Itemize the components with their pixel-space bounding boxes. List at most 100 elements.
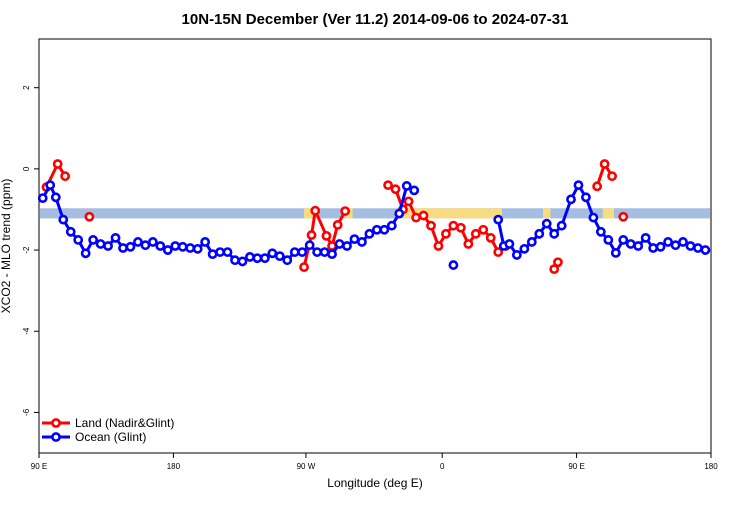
data-point bbox=[592, 181, 603, 192]
data-point bbox=[618, 235, 629, 245]
x-tick-label: 180 bbox=[167, 462, 181, 471]
data-point bbox=[534, 228, 545, 239]
data-point bbox=[633, 241, 644, 251]
data-point bbox=[207, 249, 218, 260]
data-point bbox=[297, 247, 308, 257]
data-point bbox=[312, 247, 323, 257]
band-fill bbox=[403, 208, 502, 219]
data-point bbox=[73, 235, 84, 245]
data-point bbox=[88, 235, 99, 245]
data-point bbox=[364, 228, 375, 239]
data-point bbox=[162, 245, 173, 255]
x-tick-label: 90 W bbox=[297, 462, 316, 471]
data-point bbox=[693, 243, 703, 253]
data-point bbox=[259, 253, 270, 264]
data-point bbox=[245, 252, 255, 262]
data-point bbox=[177, 241, 188, 252]
data-point bbox=[321, 230, 332, 241]
data-point bbox=[511, 250, 522, 260]
y-tick-label: 0 bbox=[22, 166, 31, 171]
data-point bbox=[648, 243, 659, 253]
data-point bbox=[401, 181, 412, 191]
data-point bbox=[299, 262, 309, 273]
data-point bbox=[663, 237, 673, 247]
data-point bbox=[610, 247, 621, 258]
data-point bbox=[304, 240, 315, 251]
legend-marker bbox=[51, 418, 61, 428]
y-tick-label: -6 bbox=[22, 408, 31, 416]
data-point bbox=[403, 196, 414, 207]
data-point bbox=[349, 234, 360, 244]
data-point bbox=[84, 211, 95, 222]
data-point bbox=[411, 212, 421, 223]
data-point bbox=[409, 185, 420, 196]
data-point bbox=[215, 247, 225, 257]
reference-band bbox=[40, 208, 710, 219]
data-point bbox=[670, 240, 681, 251]
data-point bbox=[306, 230, 317, 240]
data-point bbox=[319, 247, 330, 257]
data-point bbox=[541, 218, 552, 229]
data-point bbox=[478, 224, 489, 235]
data-point bbox=[170, 241, 181, 251]
legend-label: Land (Nadir&Glint) bbox=[75, 416, 174, 430]
data-point bbox=[80, 248, 91, 259]
data-point bbox=[200, 237, 211, 247]
chart-title: 10N-15N December (Ver 11.2) 2014-09-06 t… bbox=[182, 11, 569, 28]
data-point bbox=[140, 240, 151, 251]
data-point bbox=[394, 208, 405, 219]
data-point bbox=[340, 206, 351, 216]
data-point bbox=[125, 241, 136, 252]
data-point bbox=[603, 235, 614, 245]
x-tick-label: 180 bbox=[704, 462, 718, 471]
data-point bbox=[595, 226, 606, 237]
data-point bbox=[58, 214, 69, 225]
data-point bbox=[504, 239, 515, 249]
data-point bbox=[553, 257, 563, 268]
data-point bbox=[493, 247, 504, 257]
data-point bbox=[192, 243, 203, 254]
y-tick-label: -4 bbox=[22, 327, 31, 335]
data-point bbox=[556, 220, 567, 231]
data-point bbox=[230, 255, 240, 266]
data-point bbox=[685, 241, 696, 251]
legend-marker bbox=[51, 432, 61, 442]
data-point bbox=[599, 159, 610, 169]
data-point bbox=[383, 180, 393, 191]
data-point bbox=[52, 159, 63, 169]
x-axis-label: Longitude (deg E) bbox=[327, 476, 422, 490]
data-point bbox=[334, 239, 345, 249]
band-fill bbox=[543, 208, 551, 219]
data-point bbox=[470, 228, 481, 239]
data-point bbox=[327, 249, 337, 260]
data-point bbox=[455, 222, 466, 233]
data-point bbox=[678, 237, 688, 247]
data-point bbox=[118, 243, 128, 253]
series-ocean-glint- bbox=[37, 180, 711, 270]
data-point bbox=[50, 192, 61, 203]
data-point bbox=[45, 180, 56, 191]
data-point bbox=[310, 205, 321, 216]
data-point bbox=[566, 194, 576, 205]
data-point bbox=[237, 256, 248, 267]
data-point bbox=[607, 171, 617, 182]
x-tick-label: 90 E bbox=[568, 462, 584, 471]
y-tick-label: -2 bbox=[22, 246, 31, 254]
data-point bbox=[618, 211, 629, 222]
data-point bbox=[371, 224, 382, 235]
data-point bbox=[390, 184, 401, 195]
legend: Land (Nadir&Glint)Ocean (Glint) bbox=[42, 416, 174, 444]
data-point bbox=[110, 232, 121, 243]
data-point bbox=[185, 243, 196, 253]
data-point bbox=[332, 219, 343, 230]
plot-frame bbox=[38, 38, 712, 454]
data-point bbox=[418, 210, 429, 221]
data-point bbox=[60, 171, 71, 182]
x-tick-label: 90 E bbox=[31, 462, 47, 471]
data-point bbox=[441, 228, 451, 239]
x-tick-label: 0 bbox=[440, 462, 445, 471]
band-fill bbox=[602, 208, 614, 219]
series-layer bbox=[37, 159, 711, 275]
data-point bbox=[549, 228, 560, 239]
